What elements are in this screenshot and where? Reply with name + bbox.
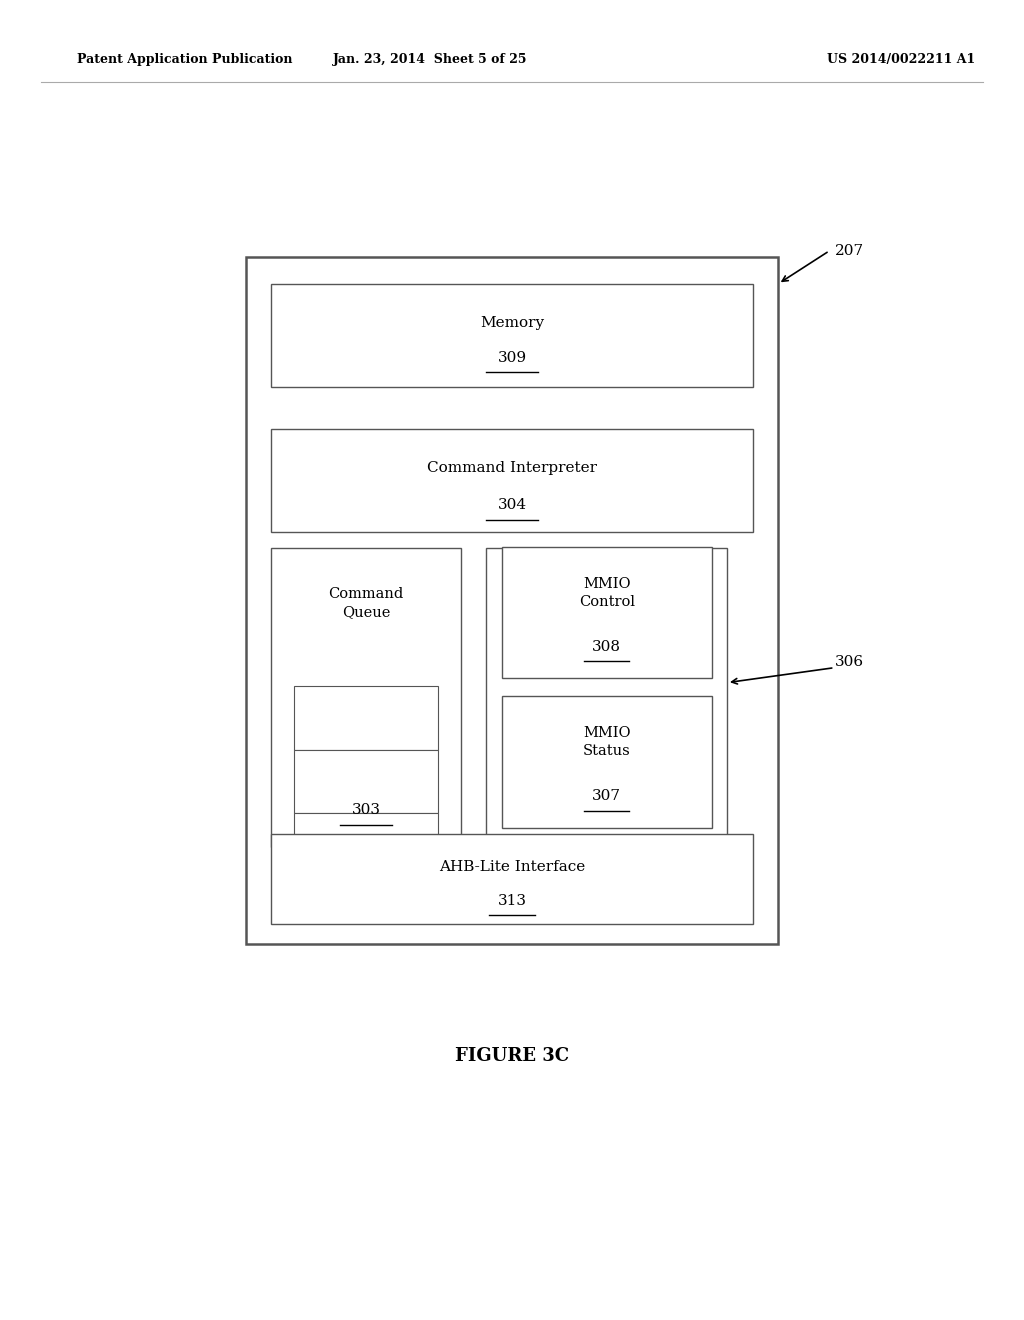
Text: 309: 309 (498, 351, 526, 364)
Text: Jan. 23, 2014  Sheet 5 of 25: Jan. 23, 2014 Sheet 5 of 25 (333, 53, 527, 66)
FancyBboxPatch shape (271, 834, 753, 924)
Text: US 2014/0022211 A1: US 2014/0022211 A1 (827, 53, 975, 66)
Text: 304: 304 (498, 498, 526, 512)
FancyBboxPatch shape (502, 696, 712, 828)
Text: 308: 308 (592, 640, 622, 653)
Text: Patent Application Publication: Patent Application Publication (77, 53, 292, 66)
FancyBboxPatch shape (271, 429, 753, 532)
FancyBboxPatch shape (246, 257, 778, 944)
FancyBboxPatch shape (271, 548, 461, 847)
FancyBboxPatch shape (294, 883, 438, 917)
Text: MMIO
Control: MMIO Control (579, 577, 635, 609)
Text: MMIO
Status: MMIO Status (583, 726, 631, 758)
Text: 307: 307 (592, 789, 622, 803)
Text: Command
Queue: Command Queue (329, 587, 403, 619)
FancyBboxPatch shape (294, 813, 438, 876)
Text: 207: 207 (835, 244, 863, 257)
Text: 313: 313 (498, 894, 526, 908)
FancyBboxPatch shape (294, 750, 438, 813)
Text: 306: 306 (835, 655, 863, 669)
FancyBboxPatch shape (294, 686, 438, 750)
FancyBboxPatch shape (271, 284, 753, 387)
Text: 303: 303 (351, 804, 381, 817)
Text: Command Interpreter: Command Interpreter (427, 461, 597, 475)
FancyBboxPatch shape (486, 548, 727, 847)
Text: FIGURE 3C: FIGURE 3C (455, 1047, 569, 1065)
FancyBboxPatch shape (502, 546, 712, 678)
Text: AHB-Lite Interface: AHB-Lite Interface (439, 859, 585, 874)
Text: Memory: Memory (480, 315, 544, 330)
